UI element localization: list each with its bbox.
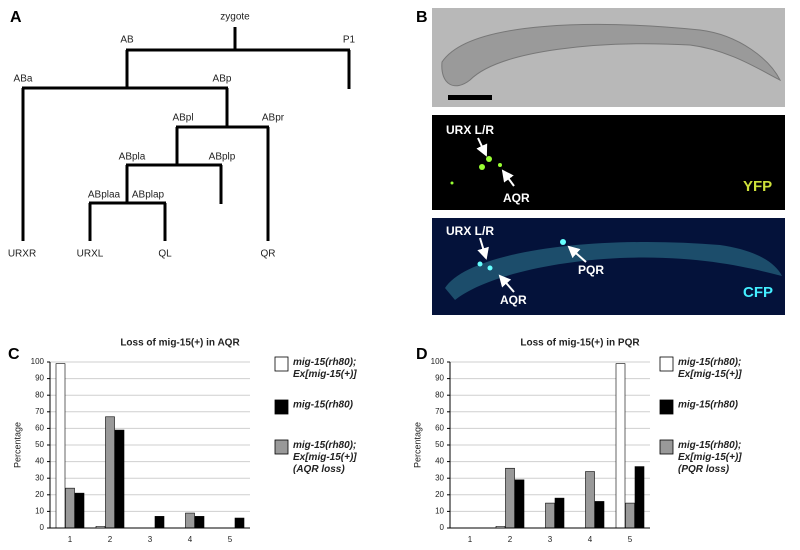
x-tick-label: 2 [108, 535, 113, 544]
y-tick-label: 70 [35, 407, 44, 416]
chart-title: Loss of mig-15(+) in PQR [520, 338, 640, 349]
node-label: ABpla [119, 152, 146, 163]
node-label: ABplaa [88, 190, 121, 201]
legend-label: mig-15(rh80) [678, 400, 739, 411]
x-tick-label: 5 [628, 535, 633, 544]
y-tick-label: 60 [35, 424, 44, 433]
panel-label: C [8, 346, 20, 363]
y-tick-label: 70 [435, 407, 444, 416]
y-tick-label: 90 [35, 374, 44, 383]
y-axis-label: Percentage [12, 422, 22, 468]
y-tick-label: 100 [31, 357, 45, 366]
legend-swatch [274, 439, 289, 455]
x-tick-label: 3 [148, 535, 153, 544]
x-tick-label: 4 [588, 535, 593, 544]
node-label: QL [158, 249, 172, 260]
y-tick-label: 40 [35, 457, 44, 466]
y-tick-label: 80 [35, 390, 44, 399]
bar [585, 471, 595, 529]
node-label: ABpr [262, 113, 285, 124]
bar [634, 466, 645, 529]
node-label: ABplp [209, 152, 236, 163]
y-tick-label: 0 [440, 523, 445, 532]
node-label: ABplap [132, 190, 165, 201]
y-tick-label: 50 [435, 440, 444, 449]
bar [185, 512, 195, 529]
bar [65, 487, 75, 529]
y-tick-label: 10 [35, 507, 44, 516]
micrograph-label: URX L/R [446, 224, 494, 238]
y-tick-label: 50 [35, 440, 44, 449]
x-tick-label: 1 [468, 535, 473, 544]
micrograph-yfp: URX L/R AQR YFP [432, 115, 785, 210]
bar [505, 467, 515, 529]
bar [594, 501, 605, 529]
y-tick-label: 100 [431, 357, 445, 366]
bar [154, 516, 165, 529]
bar [554, 497, 565, 529]
micrograph-label: AQR [503, 191, 530, 205]
y-tick-label: 90 [435, 374, 444, 383]
node-label: P1 [343, 35, 356, 46]
bar [615, 363, 626, 529]
y-tick-label: 10 [435, 507, 444, 516]
bar [625, 502, 635, 529]
y-tick-label: 60 [435, 424, 444, 433]
micrograph-cfp: URX L/R PQR AQR CFP [432, 218, 785, 315]
node-label: AB [120, 35, 134, 46]
x-tick-label: 3 [548, 535, 553, 544]
bar [55, 363, 66, 529]
legend-swatch [659, 356, 674, 372]
y-tick-label: 20 [35, 490, 44, 499]
y-tick-label: 80 [435, 390, 444, 399]
bar [114, 429, 125, 529]
bar [234, 517, 245, 529]
micrograph-label: YFP [743, 178, 772, 195]
y-tick-label: 40 [435, 457, 444, 466]
panel-label: A [10, 9, 22, 26]
micrograph-label: AQR [500, 293, 527, 307]
node-label: URXL [77, 249, 104, 260]
y-tick-label: 30 [435, 473, 444, 482]
micrograph-label: CFP [743, 284, 773, 301]
micrograph-dic [432, 8, 785, 107]
legend-swatch [274, 356, 289, 372]
panel-label: B [416, 9, 428, 26]
bar [194, 516, 205, 529]
node-label: zygote [220, 12, 250, 23]
bar [514, 479, 525, 529]
legend-label: mig-15(rh80); Ex[mig-15(+)] [293, 357, 357, 380]
y-tick-label: 20 [435, 490, 444, 499]
node-label: URXR [8, 249, 36, 260]
legend-swatch [274, 399, 289, 415]
y-axis-label: Percentage [412, 422, 422, 468]
x-tick-label: 1 [68, 535, 73, 544]
bar [105, 416, 115, 529]
micrograph-label: URX L/R [446, 123, 494, 137]
legend-swatch [659, 439, 674, 455]
chart-title: Loss of mig-15(+) in AQR [120, 338, 240, 349]
node-label: ABp [213, 74, 232, 85]
bar [74, 492, 85, 529]
lineage-tree [21, 27, 351, 241]
y-tick-label: 30 [35, 473, 44, 482]
panel-label: D [416, 346, 428, 363]
legend-swatch [659, 399, 674, 415]
x-tick-label: 2 [508, 535, 513, 544]
node-label: ABpl [172, 113, 193, 124]
bar [545, 502, 555, 529]
x-tick-label: 4 [188, 535, 193, 544]
node-label: ABa [14, 74, 33, 85]
x-tick-label: 5 [228, 535, 233, 544]
legend-label: mig-15(rh80); Ex[mig-15(+)] (AQR loss) [293, 440, 357, 475]
legend-label: mig-15(rh80); Ex[mig-15(+)] [678, 357, 742, 380]
legend-label: mig-15(rh80); Ex[mig-15(+)] (PQR loss) [678, 440, 742, 475]
micrograph-label: PQR [578, 263, 604, 277]
legend-label: mig-15(rh80) [293, 400, 354, 411]
y-tick-label: 0 [40, 523, 45, 532]
node-label: QR [261, 249, 276, 260]
